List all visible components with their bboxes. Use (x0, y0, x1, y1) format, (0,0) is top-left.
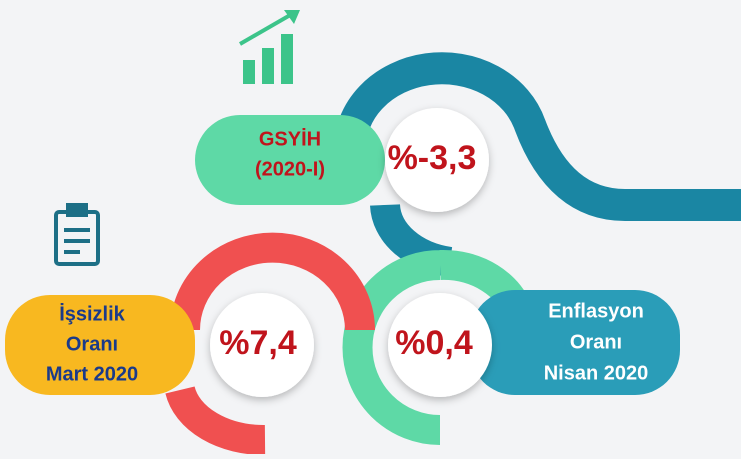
label: (2020-I) (255, 158, 325, 180)
label: İşsizlik (59, 302, 125, 325)
dark-band (333, 52, 741, 221)
inflation-pill (470, 290, 680, 395)
label: GSYİH (259, 127, 321, 150)
unemployment-circle (210, 293, 314, 397)
red-band-lower (165, 385, 266, 456)
label: Enflasyon (548, 300, 644, 322)
growth-icon (239, 10, 300, 84)
value: %-3,3 (388, 139, 477, 177)
value: %0,4 (395, 324, 473, 362)
unemployment-pill (5, 295, 195, 395)
label: Mart 2020 (46, 363, 138, 385)
label: Oranı (66, 333, 118, 355)
red-band (170, 232, 375, 331)
label: Nisan 2020 (544, 362, 649, 384)
clipboard-icon (54, 203, 100, 266)
gdp-pill (195, 115, 385, 205)
value: %7,4 (219, 324, 297, 362)
label: Oranı (570, 331, 622, 353)
inflation-circle (388, 293, 492, 397)
gdp-circle (385, 108, 489, 212)
